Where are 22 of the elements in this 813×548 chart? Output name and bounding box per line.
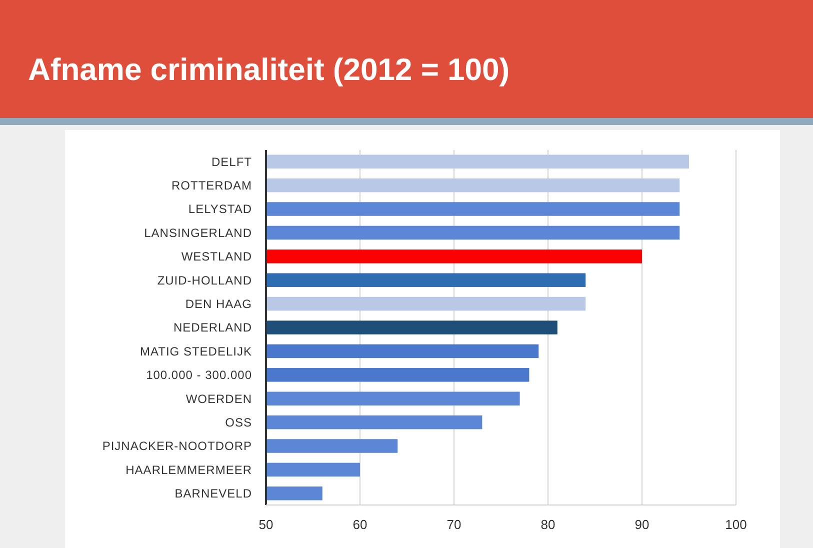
x-tick-label: 70 <box>446 517 462 532</box>
x-tick-label: 90 <box>634 517 650 532</box>
chart-title: Afname criminaliteit (2012 = 100) <box>28 52 510 87</box>
y-tick-label: HAARLEMMERMEER <box>126 462 252 477</box>
y-tick-label: ROTTERDAM <box>172 178 252 193</box>
y-tick-label: MATIG STEDELIJK <box>140 344 252 358</box>
y-tick-label: 100.000 - 300.000 <box>146 368 252 382</box>
x-tick-label: 50 <box>258 517 274 532</box>
x-tick-label: 60 <box>352 517 368 532</box>
y-tick-label: BARNEVELD <box>174 486 252 501</box>
y-tick-label: OSS <box>225 415 252 430</box>
y-tick-label: NEDERLAND <box>173 320 252 335</box>
y-tick-label: LANSINGERLAND <box>144 226 252 240</box>
y-tick-label: DELFT <box>211 154 252 169</box>
x-tick-label: 80 <box>540 517 556 532</box>
x-tick-label: 100 <box>725 517 747 532</box>
y-tick-label: WOERDEN <box>186 392 252 406</box>
y-tick-label: LELYSTAD <box>188 202 252 216</box>
y-tick-label: DEN HAAG <box>185 297 252 311</box>
y-tick-label: ZUID-HOLLAND <box>157 273 252 288</box>
y-tick-label: PIJNACKER-NOOTDORP <box>102 439 252 454</box>
y-tick-label: WESTLAND <box>181 250 252 264</box>
